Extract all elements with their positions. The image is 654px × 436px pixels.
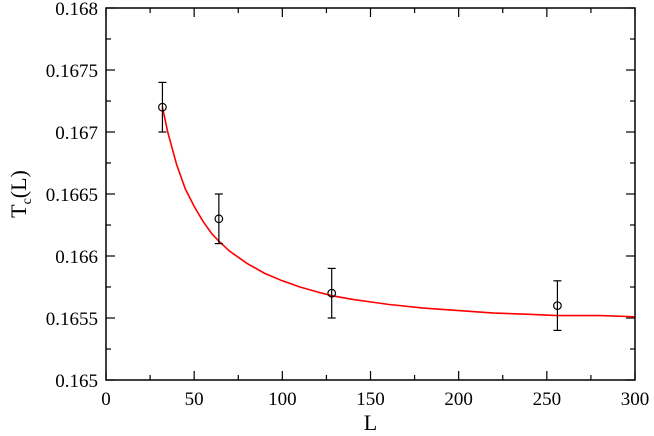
- y-tick-label: 0.1665: [46, 185, 98, 206]
- y-tick-label: 0.168: [55, 0, 98, 20]
- y-tick-label: 0.165: [55, 371, 98, 392]
- y-axis-label-main: T: [6, 204, 31, 218]
- x-tick-label: 200: [444, 389, 473, 410]
- x-tick-label: 300: [621, 389, 650, 410]
- data-points-layer: [158, 81, 562, 331]
- y-tick-label: 0.167: [55, 123, 98, 144]
- y-axis-label: Tc(L): [6, 170, 35, 218]
- data-point: [158, 102, 167, 112]
- x-axis-label: L: [364, 410, 377, 435]
- y-tick-label: 0.166: [55, 247, 98, 268]
- y-axis-label-rest: (L): [6, 170, 31, 198]
- x-tick-label: 150: [356, 389, 385, 410]
- y-tick-label: 0.1675: [46, 61, 98, 82]
- tick-labels: 0 50 100 150 200 250 300 0.165 0.1655 0.166 0.1665…: [46, 0, 650, 410]
- axis-ticks: [105, 7, 636, 381]
- x-tick-label: 250: [533, 389, 562, 410]
- y-axis-label-subscript: c: [20, 198, 35, 204]
- fit-curve-layer: [161, 107, 636, 318]
- x-tick-label: 100: [268, 389, 297, 410]
- plot-frame: [105, 7, 636, 381]
- y-tick-label: 0.1655: [46, 309, 98, 330]
- fit-curve: [161, 107, 636, 318]
- data-point: [327, 288, 337, 298]
- data-point: [214, 214, 224, 224]
- x-tick-label: 0: [101, 389, 111, 410]
- data-point: [553, 301, 562, 311]
- x-tick-label: 50: [185, 389, 204, 410]
